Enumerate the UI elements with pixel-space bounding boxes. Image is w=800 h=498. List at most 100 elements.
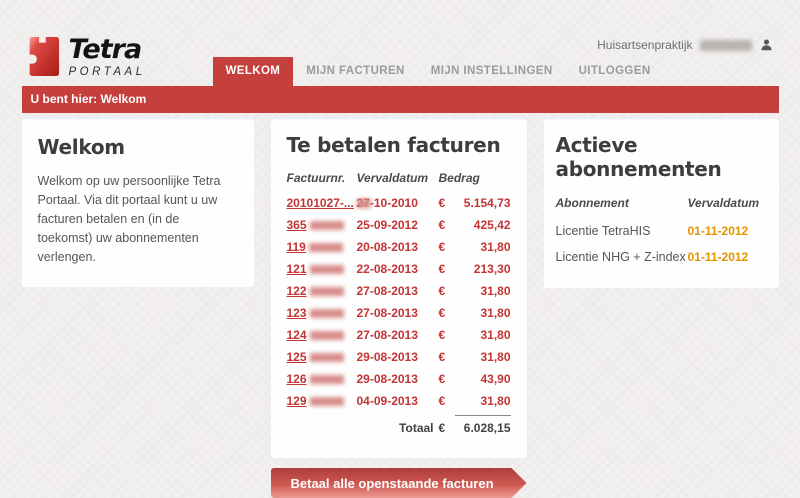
nav-item-uitloggen[interactable]: UITLOGGEN <box>578 65 651 77</box>
main-nav: WELKOM MIJN FACTUREN MIJN INSTELLINGEN UITL… <box>212 57 664 86</box>
nav-item-welkom[interactable]: WELKOM <box>212 57 294 86</box>
table-row: 119 20-08-2013 €31,80 <box>287 236 511 258</box>
welcome-title: Welkom <box>37 135 126 159</box>
invoice-link[interactable]: 126 <box>286 372 307 386</box>
welcome-body: Welkom op uw persoonlijke Tetra Portaal.… <box>37 174 221 264</box>
brand-subtitle: PORTAAL <box>68 66 146 78</box>
table-row: Licentie TetraHIS 01-11-2012 <box>556 218 767 244</box>
subscriptions-panel: Actieve abonnementen Abonnement Vervalda… <box>543 119 779 288</box>
invoice-amount: 213,30 <box>473 262 511 276</box>
invoice-amount: 31,80 <box>480 328 511 342</box>
invoice-currency: € <box>438 350 446 364</box>
masked-text <box>309 375 344 385</box>
invoice-number-cell: 119 <box>287 236 357 258</box>
invoice-due-date: 27-10-2010 <box>356 196 418 210</box>
invoice-amount: 425,42 <box>473 218 511 232</box>
invoice-number-cell: 129 <box>287 390 357 412</box>
invoice-amount: 43,90 <box>480 372 511 386</box>
invoices-column: Te betalen facturen Factuurnr. Vervaldat… <box>270 119 527 498</box>
invoice-link[interactable]: 125 <box>286 350 307 364</box>
invoice-currency: € <box>438 306 446 320</box>
content: Welkom Welkom op uw persoonlijke Tetra P… <box>21 119 779 498</box>
invoice-number-cell: 122 <box>287 280 357 302</box>
table-row: Licentie NHG + Z-index 01-11-2012 <box>556 244 767 270</box>
invoices-panel: Te betalen facturen Factuurnr. Vervaldat… <box>270 119 527 458</box>
masked-account-name <box>699 39 752 51</box>
invoice-due-date: 27-08-2013 <box>356 306 418 320</box>
invoice-currency: € <box>438 394 446 408</box>
invoice-link[interactable]: 121 <box>286 262 307 276</box>
nav-item-mijn-facturen[interactable]: MIJN FACTUREN <box>306 65 405 77</box>
invoice-amount: 31,80 <box>480 394 511 408</box>
puzzle-piece-icon <box>22 37 59 76</box>
invoice-link[interactable]: 122 <box>286 284 307 298</box>
person-icon <box>760 39 772 51</box>
invoice-number-cell: 20101027-... <box>286 192 371 214</box>
invoices-title: Te betalen facturen <box>286 133 501 157</box>
invoice-link[interactable]: 129 <box>286 394 307 408</box>
invoice-due-date: 27-08-2013 <box>356 284 418 298</box>
masked-text <box>309 309 344 319</box>
table-row: 365 25-09-2012 €425,42 <box>287 214 511 236</box>
subscription-due-date: 01-11-2012 <box>687 250 749 264</box>
invoice-number-cell: 365 <box>287 214 357 236</box>
masked-text <box>309 397 344 407</box>
account-info[interactable]: Huisartsenpraktijk <box>597 38 772 52</box>
pay-all-button[interactable]: Betaal alle openstaande facturen <box>271 468 527 498</box>
table-row: 20101027-... 27-10-2010 €5.154,73 <box>287 192 511 214</box>
subscription-name: Licentie NHG + Z-index <box>555 250 686 264</box>
table-row: 126 29-08-2013 €43,90 <box>287 368 511 390</box>
invoice-number-cell: 124 <box>287 324 357 346</box>
subscriptions-table-body: Licentie TetraHIS 01-11-2012 Licentie NHG … <box>556 218 767 270</box>
invoice-number-cell: 121 <box>287 258 357 280</box>
invoice-due-date: 29-08-2013 <box>356 350 418 364</box>
invoice-number-cell: 126 <box>287 368 357 390</box>
invoice-amount: 31,80 <box>480 284 511 298</box>
invoice-currency: € <box>438 196 446 210</box>
invoice-amount: 31,80 <box>480 306 511 320</box>
invoice-currency: € <box>438 240 446 254</box>
invoice-amount: 31,80 <box>480 350 511 364</box>
masked-text <box>356 199 371 209</box>
brand-logo: Tetra PORTAAL <box>22 34 146 78</box>
masked-text <box>309 221 344 231</box>
invoice-link[interactable]: 365 <box>286 218 307 232</box>
masked-text <box>309 331 344 341</box>
invoice-due-date: 27-08-2013 <box>356 328 418 342</box>
masked-text <box>309 353 344 363</box>
col-header-abonnement: Abonnement <box>555 196 629 210</box>
invoice-link[interactable]: 119 <box>286 240 306 254</box>
invoice-currency: € <box>438 284 446 298</box>
nav-item-mijn-instellingen[interactable]: MIJN INSTELLINGEN <box>430 65 553 77</box>
total-currency: € <box>438 421 446 435</box>
invoice-currency: € <box>438 262 446 276</box>
invoices-total-row: Totaal € 6.028,15 <box>287 415 511 440</box>
subscription-due-date: 01-11-2012 <box>687 224 749 238</box>
invoice-link[interactable]: 123 <box>286 306 307 320</box>
invoice-currency: € <box>438 328 446 342</box>
invoice-due-date: 25-09-2012 <box>356 218 418 232</box>
breadcrumb-text: U bent hier: Welkom <box>30 92 147 106</box>
invoice-due-date: 22-08-2013 <box>356 262 418 276</box>
total-amount: 6.028,15 <box>454 415 511 440</box>
masked-text <box>308 243 343 253</box>
subscription-name: Licentie TetraHIS <box>555 224 651 238</box>
invoice-number-cell: 125 <box>287 346 357 368</box>
invoice-link[interactable]: 124 <box>286 328 307 342</box>
col-header-sub-vervaldatum: Vervaldatum <box>687 196 760 210</box>
invoice-due-date: 20-08-2013 <box>356 240 418 254</box>
invoices-table-body: 20101027-... 27-10-2010 €5.154,73 365 25-09-… <box>287 192 511 412</box>
invoice-due-date: 04-09-2013 <box>356 394 418 408</box>
invoice-amount: 31,80 <box>480 240 511 254</box>
subscriptions-table-header: Abonnement Vervaldatum <box>556 196 767 218</box>
col-header-vervaldatum: Vervaldatum <box>356 171 429 185</box>
masked-text <box>309 287 344 297</box>
invoice-link[interactable]: 20101027-... <box>286 196 354 210</box>
invoice-amount: 5.154,73 <box>463 196 511 210</box>
invoice-number-cell: 123 <box>287 302 357 324</box>
table-row: 121 22-08-2013 €213,30 <box>287 258 511 280</box>
total-label: Totaal <box>399 421 434 435</box>
header: Tetra PORTAAL WELKOM MIJN FACTUREN MIJN IN… <box>22 0 779 86</box>
table-row: 125 29-08-2013 €31,80 <box>287 346 511 368</box>
welcome-panel: Welkom Welkom op uw persoonlijke Tetra P… <box>21 119 254 287</box>
